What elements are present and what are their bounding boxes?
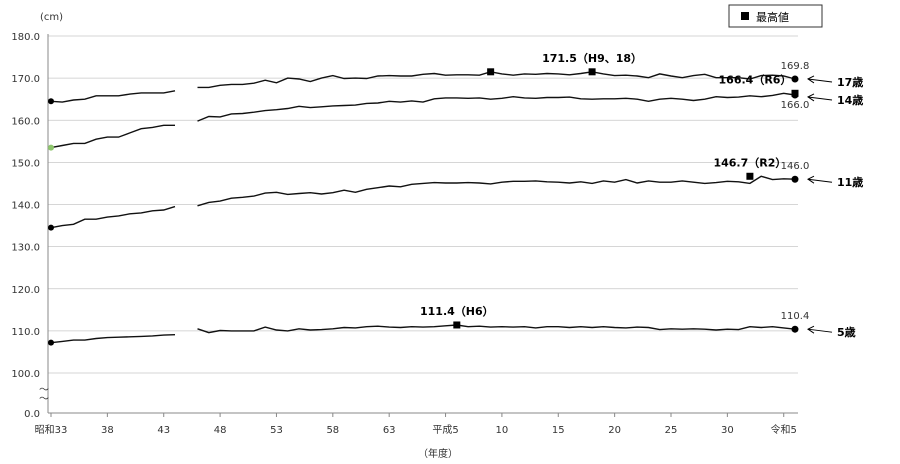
- x-tick-label: 平成5: [432, 424, 458, 436]
- y-tick-label: 120.0: [11, 285, 40, 296]
- series-line-17歳: [197, 71, 796, 89]
- arrow-line: [807, 78, 833, 83]
- annotations: 171.5（H9、18） 169.8 17歳 166.4（R6） 166.0 14歳 146…: [420, 52, 863, 339]
- y-tick-label: 110.0: [11, 327, 40, 338]
- series-line-11歳: [197, 175, 796, 207]
- series-markers: [48, 68, 799, 346]
- series-start-point: [48, 144, 54, 151]
- x-tick-label: 25: [665, 425, 678, 436]
- x-tick-label: 43: [157, 425, 170, 436]
- series-line-14歳: [197, 92, 796, 122]
- x-tick-label: 53: [270, 425, 283, 436]
- x-tick-label: 20: [608, 425, 621, 436]
- legend: 最高値: [728, 4, 823, 28]
- series-line-5歳: [50, 334, 176, 344]
- x-tick-label: 令和5: [771, 423, 797, 436]
- x-tick-label: 38: [101, 425, 114, 436]
- max-value-label: 171.5（H9、18）: [542, 52, 642, 65]
- arrow-head: [807, 75, 815, 84]
- age-label: 5歳: [837, 325, 856, 339]
- series-start-point: [48, 339, 54, 346]
- max-value-marker: [487, 68, 495, 76]
- y-tick-label: 100.0: [11, 369, 40, 380]
- y-tick-label: 0.0: [24, 409, 40, 420]
- y-tick-label: 140.0: [11, 201, 40, 212]
- max-value-label: 111.4（H6）: [420, 305, 494, 318]
- series-end-point: [791, 75, 799, 83]
- arrow-head: [807, 325, 815, 334]
- y-unit-label: (cm): [40, 12, 63, 23]
- series-line-5歳: [197, 324, 796, 334]
- x-tick-label: 15: [552, 425, 565, 436]
- axis-break-mark: ～: [39, 385, 49, 396]
- max-value-marker: [746, 172, 754, 180]
- max-value-label: 166.4（R6）: [719, 73, 792, 86]
- y-tick-label: 170.0: [11, 74, 40, 85]
- last-value-label: 110.4: [781, 311, 810, 322]
- legend-max-marker: [741, 12, 749, 20]
- arrow-head: [807, 175, 815, 184]
- age-label: 14歳: [837, 93, 863, 107]
- y-tick-label: 160.0: [11, 116, 40, 127]
- legend-max-label: 最高値: [756, 10, 789, 24]
- y-tick-label: 180.0: [11, 32, 40, 43]
- series-end-point: [791, 175, 799, 183]
- axis-break-mark: ～: [39, 394, 49, 405]
- series-line-11歳: [50, 205, 176, 229]
- series-start-point: [48, 98, 54, 105]
- arrow-line: [807, 328, 833, 333]
- max-value-label: 146.7（R2）: [713, 156, 786, 169]
- arrow-line: [807, 178, 833, 183]
- age-label: 11歳: [837, 175, 863, 189]
- series-lines: [50, 71, 796, 344]
- max-value-marker: [453, 321, 461, 329]
- max-value-marker: [791, 89, 799, 97]
- x-tick-label: 30: [721, 425, 734, 436]
- series-start-point: [48, 224, 54, 231]
- series-line-14歳: [50, 124, 175, 149]
- axes: 180.0170.0160.0150.0140.0130.0120.0110.0…: [11, 32, 798, 436]
- x-tick-label: 48: [214, 425, 227, 436]
- last-value-label: 166.0: [781, 100, 810, 111]
- x-axis-title: （年度）: [418, 447, 458, 460]
- max-value-marker: [588, 68, 596, 76]
- age-label: 17歳: [837, 75, 863, 89]
- y-tick-label: 150.0: [11, 158, 40, 169]
- series-end-point: [791, 325, 799, 333]
- x-tick-label: 63: [383, 425, 396, 436]
- arrow-line: [807, 96, 833, 101]
- y-tick-label: 130.0: [11, 243, 40, 254]
- x-tick-label: 昭和33: [35, 424, 68, 436]
- x-tick-label: 58: [326, 425, 339, 436]
- x-tick-label: 10: [496, 425, 509, 436]
- arrow-head: [807, 93, 815, 102]
- last-value-label: 146.0: [781, 161, 810, 172]
- series-line-17歳: [50, 90, 176, 103]
- last-value-label: 169.8: [781, 61, 810, 72]
